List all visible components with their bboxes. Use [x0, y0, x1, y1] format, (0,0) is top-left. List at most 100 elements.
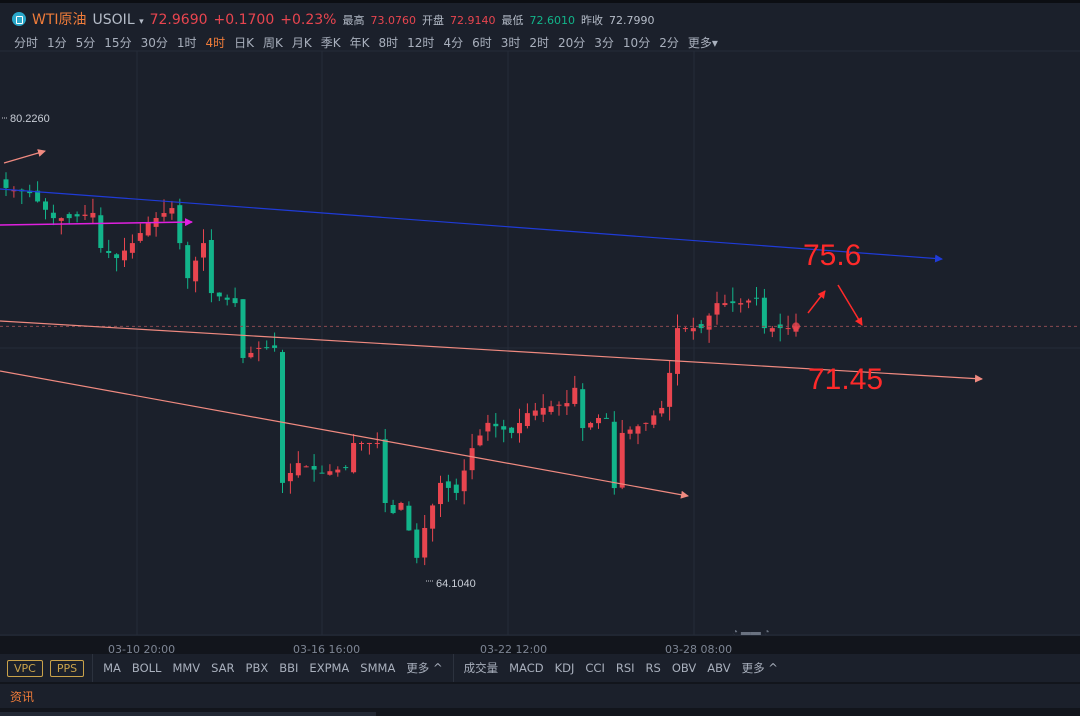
low-label: 最低 — [501, 14, 524, 27]
candle-body — [3, 179, 9, 188]
timeframe-bar: 分时 1分 5分 15分 30分 1时 4时 日K 周K 月K 季K 年K 8时 12时 4分 6时 3时 2时 2… — [14, 34, 718, 51]
resistance-trendline-blue — [0, 188, 943, 263]
timeframe-7[interactable]: 日K — [234, 36, 255, 50]
main-indicator-3[interactable]: SAR — [211, 661, 235, 675]
timeframe-11[interactable]: 年K — [349, 36, 370, 50]
indicator-bar: VPC PPS MA BOLL MMV SAR PBX BBI EXPMA SMMA 更多 ^ … — [0, 654, 1080, 682]
timeframe-4[interactable]: 30分 — [140, 36, 168, 50]
candle-body — [137, 233, 143, 241]
candle-body — [129, 243, 135, 253]
candle-body — [485, 422, 491, 432]
sub-indicator-0[interactable]: 成交量 — [463, 661, 499, 675]
main-indicator-0[interactable]: MA — [103, 661, 121, 675]
candle-body — [509, 427, 515, 433]
timeframe-18[interactable]: 20分 — [558, 36, 586, 50]
candle-body — [374, 442, 380, 444]
timeframe-17[interactable]: 2时 — [529, 36, 549, 50]
candle-body — [548, 406, 554, 412]
timeframe-1[interactable]: 1分 — [47, 36, 67, 50]
candle-body — [382, 439, 388, 504]
low-value: 72.6010 — [529, 14, 575, 27]
candle-body — [169, 208, 175, 214]
main-indicator-1[interactable]: BOLL — [131, 661, 162, 675]
candle-body — [517, 423, 522, 434]
candle-body — [201, 243, 206, 258]
candle-body — [295, 463, 301, 476]
timeframe-20[interactable]: 10分 — [622, 36, 651, 50]
candle-body — [343, 467, 349, 469]
candle-body — [469, 448, 475, 471]
candle-body — [50, 212, 56, 219]
sub-indicator-4[interactable]: RSI — [615, 661, 635, 675]
candle-body — [540, 407, 546, 415]
max-price-label: 80.2260 — [10, 113, 50, 125]
candle-body — [248, 352, 254, 358]
sub-indicator-8[interactable]: 更多 ^ — [741, 661, 778, 675]
sub-indicator-2[interactable]: KDJ — [554, 661, 575, 675]
candle-body — [287, 472, 293, 482]
timeframe-0[interactable]: 分时 — [14, 36, 39, 50]
timeframe-5[interactable]: 1时 — [176, 36, 197, 50]
timeframe-21[interactable]: 2分 — [659, 36, 679, 50]
candle-body — [564, 403, 570, 407]
pps-button[interactable]: PPS — [49, 659, 85, 677]
sub-indicator-6[interactable]: OBV — [671, 661, 697, 675]
timeframe-6[interactable]: 4时 — [205, 36, 226, 50]
main-indicators: MA BOLL MMV SAR PBX BBI EXPMA SMMA 更多 ^ — [92, 654, 453, 682]
candle-body — [208, 239, 214, 294]
main-indicator-8[interactable]: 更多 ^ — [406, 661, 443, 675]
symbol-label: USOIL — [92, 12, 135, 28]
timeframe-2[interactable]: 5分 — [75, 36, 96, 50]
candle-body — [256, 347, 262, 349]
timeframe-9[interactable]: 月K — [291, 36, 312, 50]
candle-body — [114, 254, 120, 259]
candle-body — [43, 201, 48, 210]
candle-body — [58, 218, 64, 221]
timeframe-22[interactable]: 更多▾ — [687, 36, 718, 50]
symbol-selector[interactable]: USOIL ▾ — [93, 12, 144, 28]
main-indicator-7[interactable]: SMMA — [360, 661, 396, 675]
support-trendline — [0, 320, 983, 383]
sub-indicator-5[interactable]: RS — [645, 661, 661, 675]
candle-body — [193, 260, 199, 282]
candle-body — [311, 466, 317, 470]
candle-body — [501, 426, 507, 430]
open-value: 72.9140 — [449, 14, 496, 27]
timeframe-15[interactable]: 6时 — [472, 36, 492, 50]
timeframe-8[interactable]: 周K — [263, 36, 283, 50]
sub-indicator-1[interactable]: MACD — [509, 661, 544, 675]
x-axis-label: 03-10 20:00 — [108, 643, 176, 656]
main-indicator-4[interactable]: PBX — [245, 661, 269, 675]
current-price-dot — [792, 322, 800, 331]
candlestick-chart[interactable]: 75.6 71.45 80.2260 64.1040 ◔ ▬▬ ◔ — [0, 3, 1080, 639]
candle-body — [659, 407, 665, 414]
timeframe-10[interactable]: 季K — [320, 36, 341, 50]
up-arrow-annotation — [807, 290, 826, 314]
sub-indicator-3[interactable]: CCI — [585, 661, 605, 675]
chart-panel[interactable]: WTI原油 USOIL ▾ 72.9690 +0.1700 +0.23% 最高 7… — [0, 0, 1080, 656]
trend-arrow — [3, 149, 46, 164]
timeframe-13[interactable]: 12时 — [407, 36, 435, 50]
timeframe-14[interactable]: 4分 — [443, 36, 464, 50]
candle-body — [359, 442, 364, 444]
candle-body — [754, 297, 759, 299]
x-axis-label: 03-28 08:00 — [665, 643, 733, 656]
candle-body — [556, 404, 562, 406]
candle-body — [635, 426, 641, 434]
price-change: +0.1700 — [213, 12, 275, 28]
watermark-logo: ◔ ▬▬ ◔ — [732, 627, 770, 638]
sub-indicator-7[interactable]: ABV — [707, 661, 731, 675]
candle-body — [580, 389, 586, 429]
timeframe-3[interactable]: 15分 — [104, 36, 132, 50]
main-indicator-6[interactable]: EXPMA — [309, 661, 350, 675]
timeframe-12[interactable]: 8时 — [378, 36, 399, 50]
timeframe-19[interactable]: 3分 — [594, 36, 614, 50]
timeframe-16[interactable]: 3时 — [500, 36, 521, 50]
news-tab[interactable]: 资讯 — [0, 684, 1080, 708]
main-indicator-2[interactable]: MMV — [172, 661, 201, 675]
vpc-button[interactable]: VPC — [7, 659, 43, 677]
candle-body — [90, 212, 96, 218]
candle-body — [74, 214, 80, 217]
main-indicator-5[interactable]: BBI — [279, 661, 299, 675]
candle-body — [161, 213, 167, 217]
